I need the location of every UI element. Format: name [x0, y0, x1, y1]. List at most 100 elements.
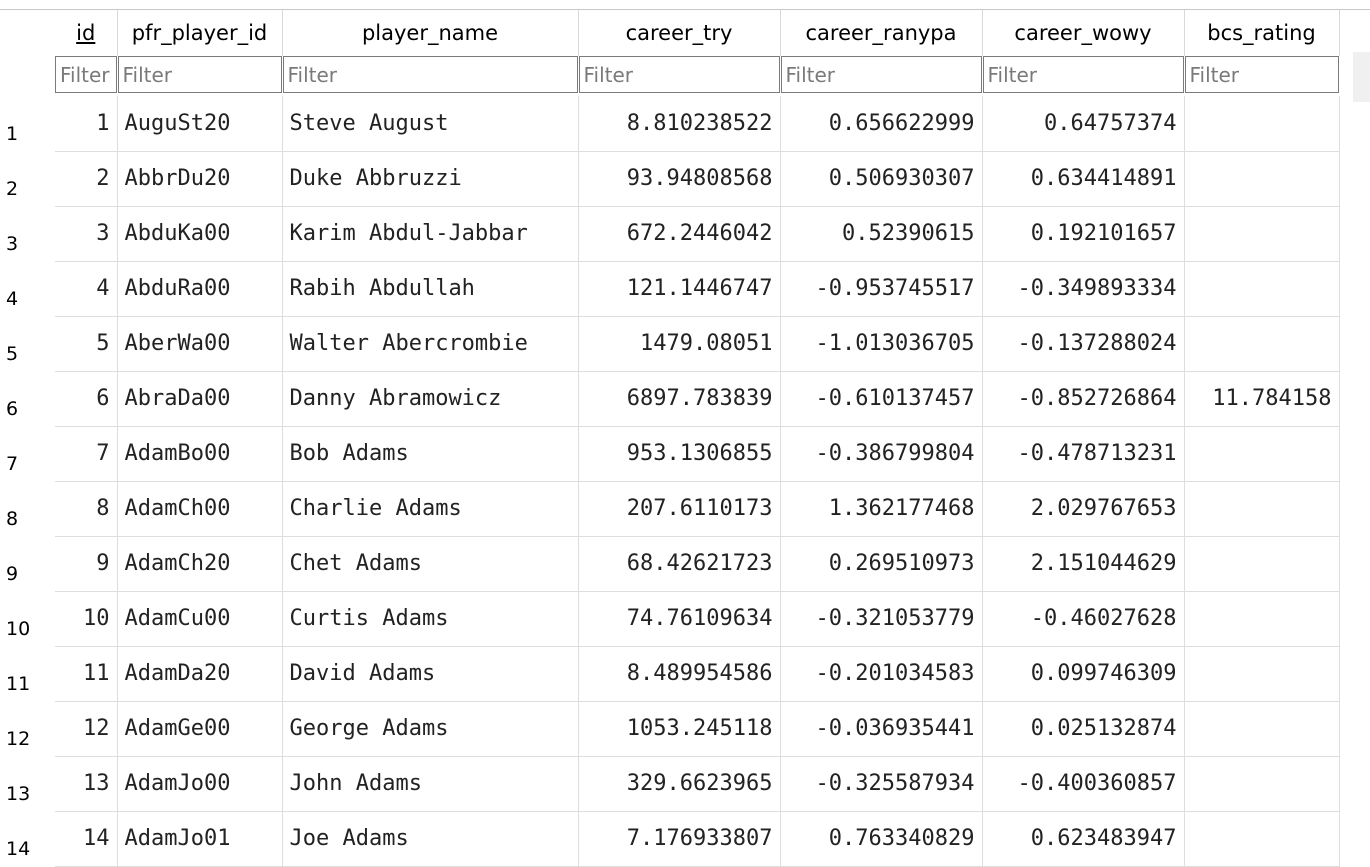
- cell-bcs-rating[interactable]: [1184, 756, 1340, 812]
- row-number[interactable]: 1: [6, 123, 19, 145]
- row-number[interactable]: 4: [6, 288, 19, 310]
- cell-career-ranypa[interactable]: -0.953745517: [780, 261, 983, 317]
- cell-id[interactable]: 10: [55, 591, 118, 647]
- cell-bcs-rating[interactable]: [1184, 206, 1340, 262]
- row-number[interactable]: 2: [6, 178, 19, 200]
- cell-id[interactable]: 4: [55, 261, 118, 317]
- cell-player-name[interactable]: Chet Adams: [282, 536, 579, 592]
- cell-bcs-rating[interactable]: [1184, 316, 1340, 372]
- column-header-career-ranypa[interactable]: career_ranypa: [780, 10, 983, 56]
- cell-career-ranypa[interactable]: -0.386799804: [780, 426, 983, 482]
- cell-bcs-rating[interactable]: 11.784158: [1184, 371, 1340, 427]
- cell-career-wowy[interactable]: -0.349893334: [982, 261, 1185, 317]
- table-row[interactable]: 10 10 AdamCu00 Curtis Adams 74.76109634 -0.32…: [0, 591, 1340, 647]
- cell-player-name[interactable]: John Adams: [282, 756, 579, 812]
- cell-career-wowy[interactable]: 0.099746309: [982, 646, 1185, 702]
- cell-career-wowy[interactable]: 2.151044629: [982, 536, 1185, 592]
- cell-id[interactable]: 11: [55, 646, 118, 702]
- cell-career-wowy[interactable]: -0.478713231: [982, 426, 1185, 482]
- cell-pfr-player-id[interactable]: AbduKa00: [117, 206, 283, 262]
- table-row[interactable]: 11 11 AdamDa20 David Adams 8.489954586 -0.201…: [0, 646, 1340, 702]
- table-row[interactable]: 4 4 AbduRa00 Rabih Abdullah 121.1446747 -0.95…: [0, 261, 1340, 317]
- table-row[interactable]: 12 12 AdamGe00 George Adams 1053.245118 -0.03…: [0, 701, 1340, 757]
- cell-career-try[interactable]: 68.42621723: [578, 536, 781, 592]
- cell-player-name[interactable]: Curtis Adams: [282, 591, 579, 647]
- cell-id[interactable]: 13: [55, 756, 118, 812]
- table-row[interactable]: 3 3 AbduKa00 Karim Abdul-Jabbar 672.2446042 0…: [0, 206, 1340, 262]
- cell-id[interactable]: 8: [55, 481, 118, 537]
- cell-career-wowy[interactable]: -0.852726864: [982, 371, 1185, 427]
- cell-player-name[interactable]: Walter Abercrombie: [282, 316, 579, 372]
- cell-career-ranypa[interactable]: 0.763340829: [780, 811, 983, 867]
- table-row[interactable]: 7 7 AdamBo00 Bob Adams 953.1306855 -0.3867998…: [0, 426, 1340, 482]
- cell-career-ranypa[interactable]: 0.269510973: [780, 536, 983, 592]
- filter-input-bcs-rating[interactable]: [1184, 56, 1338, 93]
- cell-id[interactable]: 1: [55, 96, 118, 152]
- cell-career-try[interactable]: 329.6623965: [578, 756, 781, 812]
- cell-career-ranypa[interactable]: -0.321053779: [780, 591, 983, 647]
- cell-career-ranypa[interactable]: 0.52390615: [780, 206, 983, 262]
- cell-career-try[interactable]: 93.94808568: [578, 151, 781, 207]
- cell-player-name[interactable]: Danny Abramowicz: [282, 371, 579, 427]
- table-row[interactable]: 1 1 AuguSt20 Steve August 8.810238522 0.65662…: [0, 96, 1340, 152]
- column-header-pfr-player-id[interactable]: pfr_player_id: [117, 10, 283, 56]
- cell-player-name[interactable]: Karim Abdul-Jabbar: [282, 206, 579, 262]
- cell-career-wowy[interactable]: -0.400360857: [982, 756, 1185, 812]
- table-row[interactable]: 2 2 AbbrDu20 Duke Abbruzzi 93.94808568 0.5069…: [0, 151, 1340, 207]
- cell-bcs-rating[interactable]: [1184, 151, 1340, 207]
- filter-input-career-wowy[interactable]: [982, 56, 1183, 93]
- cell-career-try[interactable]: 74.76109634: [578, 591, 781, 647]
- cell-pfr-player-id[interactable]: AdamBo00: [117, 426, 283, 482]
- cell-career-wowy[interactable]: -0.137288024: [982, 316, 1185, 372]
- cell-player-name[interactable]: Steve August: [282, 96, 579, 152]
- cell-player-name[interactable]: George Adams: [282, 701, 579, 757]
- cell-career-ranypa[interactable]: -0.325587934: [780, 756, 983, 812]
- table-row[interactable]: 5 5 AberWa00 Walter Abercrombie 1479.08051 -1…: [0, 316, 1340, 372]
- cell-career-ranypa[interactable]: -0.036935441: [780, 701, 983, 757]
- row-number[interactable]: 7: [6, 453, 19, 475]
- cell-player-name[interactable]: David Adams: [282, 646, 579, 702]
- cell-career-try[interactable]: 8.810238522: [578, 96, 781, 152]
- cell-pfr-player-id[interactable]: AuguSt20: [117, 96, 283, 152]
- cell-pfr-player-id[interactable]: AdamCh20: [117, 536, 283, 592]
- cell-career-ranypa[interactable]: -0.201034583: [780, 646, 983, 702]
- cell-pfr-player-id[interactable]: AdamCu00: [117, 591, 283, 647]
- cell-id[interactable]: 7: [55, 426, 118, 482]
- table-row[interactable]: 9 9 AdamCh20 Chet Adams 68.42621723 0.2695109…: [0, 536, 1340, 592]
- cell-id[interactable]: 12: [55, 701, 118, 757]
- row-number[interactable]: 8: [6, 508, 19, 530]
- cell-pfr-player-id[interactable]: AdamJo01: [117, 811, 283, 867]
- cell-pfr-player-id[interactable]: AbraDa00: [117, 371, 283, 427]
- cell-bcs-rating[interactable]: [1184, 426, 1340, 482]
- row-number[interactable]: 6: [6, 398, 19, 420]
- cell-bcs-rating[interactable]: [1184, 96, 1340, 152]
- row-number[interactable]: 9: [6, 563, 19, 585]
- cell-pfr-player-id[interactable]: AdamJo00: [117, 756, 283, 812]
- cell-pfr-player-id[interactable]: AberWa00: [117, 316, 283, 372]
- filter-input-pfr-player-id[interactable]: [117, 56, 281, 93]
- cell-pfr-player-id[interactable]: AdamDa20: [117, 646, 283, 702]
- cell-career-wowy[interactable]: 0.634414891: [982, 151, 1185, 207]
- cell-player-name[interactable]: Bob Adams: [282, 426, 579, 482]
- filter-input-player-name[interactable]: [282, 56, 577, 93]
- cell-id[interactable]: 2: [55, 151, 118, 207]
- cell-career-try[interactable]: 1479.08051: [578, 316, 781, 372]
- scrollbar-stub[interactable]: [1353, 52, 1370, 102]
- cell-player-name[interactable]: Joe Adams: [282, 811, 579, 867]
- cell-career-ranypa[interactable]: -0.610137457: [780, 371, 983, 427]
- cell-bcs-rating[interactable]: [1184, 481, 1340, 537]
- row-number[interactable]: 13: [6, 783, 31, 805]
- cell-player-name[interactable]: Duke Abbruzzi: [282, 151, 579, 207]
- cell-career-try[interactable]: 7.176933807: [578, 811, 781, 867]
- cell-player-name[interactable]: Rabih Abdullah: [282, 261, 579, 317]
- cell-career-try[interactable]: 6897.783839: [578, 371, 781, 427]
- table-row[interactable]: 13 13 AdamJo00 John Adams 329.6623965 -0.3255…: [0, 756, 1340, 812]
- cell-id[interactable]: 9: [55, 536, 118, 592]
- cell-career-ranypa[interactable]: 0.656622999: [780, 96, 983, 152]
- cell-id[interactable]: 6: [55, 371, 118, 427]
- column-header-id[interactable]: id: [55, 10, 118, 56]
- row-number[interactable]: 5: [6, 343, 19, 365]
- cell-bcs-rating[interactable]: [1184, 646, 1340, 702]
- cell-id[interactable]: 14: [55, 811, 118, 867]
- table-row[interactable]: 8 8 AdamCh00 Charlie Adams 207.6110173 1.3621…: [0, 481, 1340, 537]
